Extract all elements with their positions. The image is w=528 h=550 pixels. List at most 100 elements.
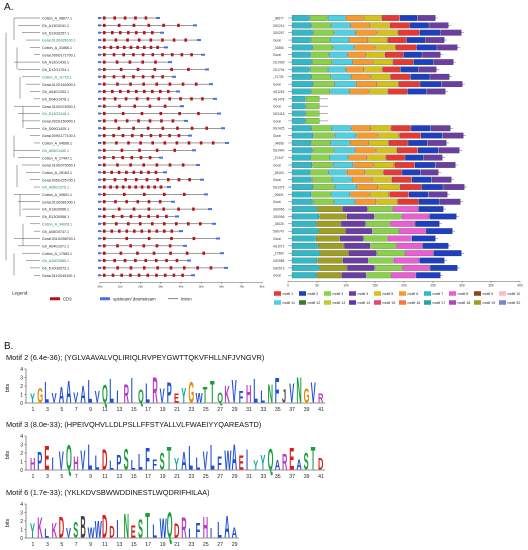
cds-exon — [103, 178, 106, 182]
utr-block — [172, 75, 176, 78]
cds-exon — [103, 148, 106, 152]
cds-exon — [141, 60, 144, 64]
motif-row-label: Gorai — [273, 83, 281, 87]
motif-block — [330, 191, 350, 198]
motif-axis-tick-label: 150 — [372, 283, 378, 287]
cds-exon — [136, 45, 139, 49]
logo-letter: V — [289, 379, 294, 409]
utr-block — [208, 208, 212, 211]
motif-row-label: Gorai — [273, 38, 281, 42]
cds-exon — [172, 38, 176, 42]
gene-axis-tick-label: 4kb — [179, 284, 184, 288]
logo-letter: H — [30, 455, 35, 473]
utr-block — [225, 141, 229, 144]
motif-block — [391, 176, 412, 183]
logo-letter: S — [304, 448, 309, 475]
cds-exon — [172, 273, 176, 277]
motif-block — [419, 257, 445, 264]
motif-axis-tick-label: 100 — [343, 283, 349, 287]
cds-exon — [163, 229, 166, 233]
motif-block — [334, 132, 356, 139]
logo-letter: Q — [217, 389, 223, 407]
gene-label: Gh_D04G1478.1 — [42, 97, 69, 101]
cds-exon — [177, 178, 181, 182]
motif-block — [410, 73, 430, 80]
logo-letter: Q — [268, 442, 274, 476]
gene-label: Cotton_A_28163.1 — [42, 171, 72, 175]
motif-block — [433, 59, 454, 65]
motif-block — [383, 169, 402, 176]
motif-block — [305, 103, 320, 110]
cds-exon — [103, 251, 106, 255]
motif-block — [328, 169, 347, 176]
logo-x-tick-label: 21 — [174, 474, 180, 480]
motif-block — [430, 265, 458, 271]
phylo-tree — [5, 17, 40, 276]
logo-x-tick-label: 27 — [217, 407, 223, 413]
logo-x-tick-label: 19 — [160, 407, 166, 413]
cds-exon — [156, 45, 159, 49]
motif-block — [291, 169, 310, 176]
motif-block — [390, 22, 410, 29]
cds-exon — [158, 200, 162, 204]
motif-block — [369, 191, 389, 198]
gene-label: Gh_A04G1071.1 — [42, 244, 69, 248]
motif-block — [422, 51, 441, 58]
motif-block — [291, 15, 310, 21]
cds-exon — [123, 16, 127, 20]
utr-block — [98, 24, 101, 27]
motif-block — [291, 103, 306, 110]
cds-exon — [135, 31, 138, 35]
utr-block — [98, 141, 101, 144]
motif-block — [291, 176, 312, 183]
cds-exon — [127, 89, 130, 94]
motif-row-label: 5G0747 — [273, 230, 285, 234]
logo-x-tick-label: 5 — [60, 474, 63, 480]
cds-exon — [129, 163, 132, 167]
motif-block — [372, 59, 393, 65]
cds-exon — [127, 31, 130, 35]
gene-label: Cotton_A_34026.1 — [42, 222, 72, 226]
motif-block — [399, 132, 421, 139]
motif-block — [318, 228, 346, 235]
logo-x-tick-label: 41 — [318, 474, 324, 480]
logo-letter: F — [239, 388, 244, 406]
cds-exon — [168, 134, 171, 138]
cds-exon — [161, 53, 164, 57]
motif-block — [429, 213, 457, 220]
logo-letter: L — [109, 374, 114, 411]
cds-exon — [116, 45, 119, 49]
gene-axis-tick-label: 0kb — [98, 284, 103, 288]
cds-exon — [156, 266, 159, 270]
motif-block — [378, 184, 400, 190]
motif-block — [315, 235, 340, 242]
gene-label: Gorai.010G075000.1 — [42, 164, 76, 168]
motif-block — [425, 37, 445, 43]
cds-exon — [165, 214, 168, 219]
logo-letter: F — [145, 441, 150, 477]
gene-label: Gorai.013G026100.1 — [42, 39, 76, 43]
cds-exon — [156, 214, 159, 219]
logo-letter: P — [167, 378, 172, 409]
motif-block — [333, 147, 355, 154]
motif-block — [318, 242, 344, 249]
logo-x-tick-label: 21 — [174, 542, 180, 548]
cds-exon — [134, 258, 137, 263]
utr-block — [98, 75, 101, 78]
motif-block — [443, 184, 465, 190]
cds-exon — [132, 75, 135, 79]
cds-exon — [113, 258, 116, 263]
motif-row-label: _28163 — [272, 171, 284, 175]
utr-block — [98, 171, 101, 174]
utr-block — [98, 222, 101, 225]
cds-exon — [103, 60, 106, 64]
motif-map-panel: _08677 3G0241 3G0257 Gorai _31866 Gorai 2G1439… — [272, 15, 523, 305]
utr-block — [201, 53, 205, 56]
cds-exon — [121, 111, 125, 116]
cds-exon — [147, 207, 151, 211]
motif-legend-label: motif 15 — [383, 301, 396, 305]
cds-exon — [118, 229, 121, 233]
logo-letter: P — [37, 446, 42, 474]
utr-block — [98, 53, 101, 56]
motif-block — [353, 162, 374, 168]
